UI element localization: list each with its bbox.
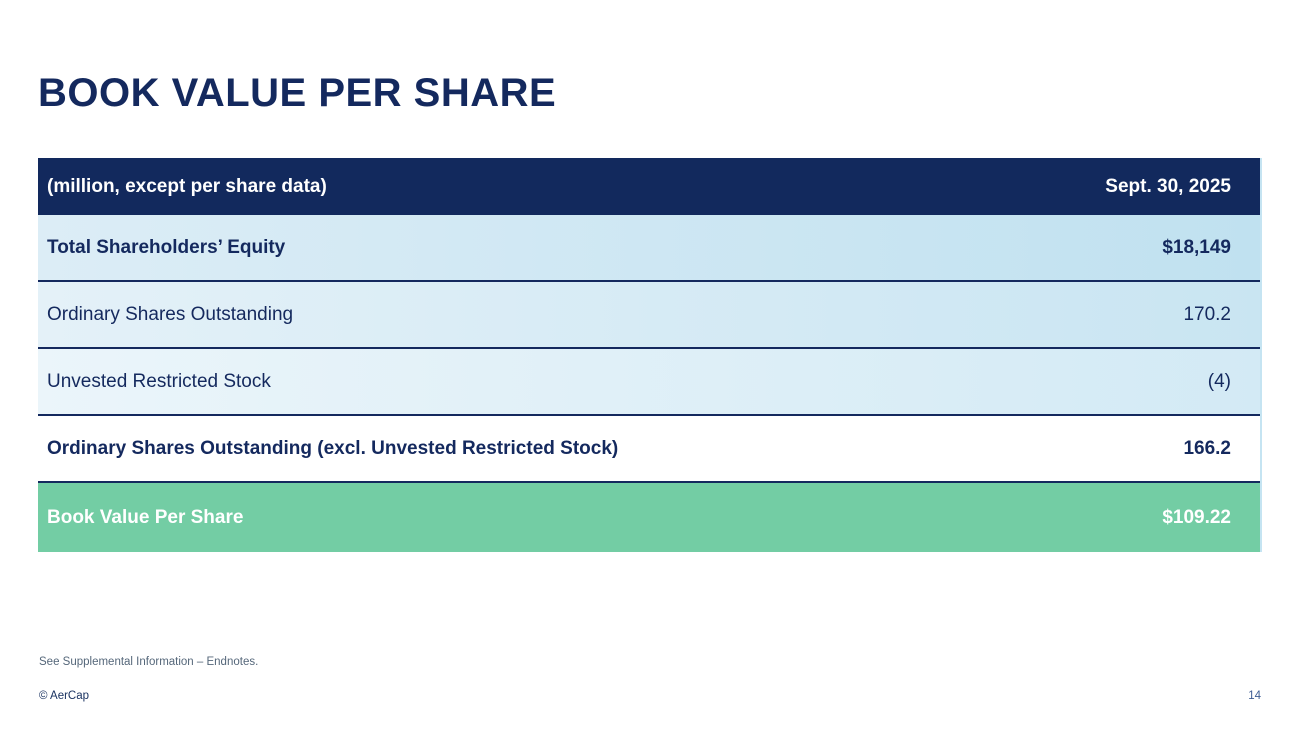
row-label: Ordinary Shares Outstanding: [47, 303, 294, 325]
slide-title: BOOK VALUE PER SHARE: [38, 70, 557, 115]
row-value: $109.22: [1162, 506, 1231, 528]
book-value-table: (million, except per share data) Sept. 3…: [38, 158, 1262, 552]
footnote: See Supplemental Information – Endnotes.: [39, 656, 259, 668]
row-label: Ordinary Shares Outstanding (excl. Unves…: [47, 437, 619, 459]
table-row-ordinary-shares-outstanding: Ordinary Shares Outstanding 170.2: [38, 282, 1260, 349]
row-value: $18,149: [1162, 236, 1231, 258]
table-row-book-value-per-share: Book Value Per Share $109.22: [38, 483, 1260, 552]
row-value: 166.2: [1183, 437, 1231, 459]
table-row-unvested-restricted-stock: Unvested Restricted Stock (4): [38, 349, 1260, 416]
copyright: © AerCap: [39, 690, 90, 702]
table-header-row: (million, except per share data) Sept. 3…: [38, 158, 1260, 215]
page-number: 14: [1248, 690, 1261, 702]
table-row-total-shareholders-equity: Total Shareholders’ Equity $18,149: [38, 215, 1260, 282]
row-label: Unvested Restricted Stock: [47, 370, 271, 392]
table-header-label: (million, except per share data): [47, 175, 327, 197]
row-value: 170.2: [1183, 303, 1231, 325]
table-header-date: Sept. 30, 2025: [1105, 175, 1231, 197]
table-row-ordinary-shares-excl-unvested: Ordinary Shares Outstanding (excl. Unves…: [38, 416, 1260, 483]
row-label: Total Shareholders’ Equity: [47, 236, 286, 258]
row-label: Book Value Per Share: [47, 506, 244, 528]
row-value: (4): [1207, 370, 1231, 392]
